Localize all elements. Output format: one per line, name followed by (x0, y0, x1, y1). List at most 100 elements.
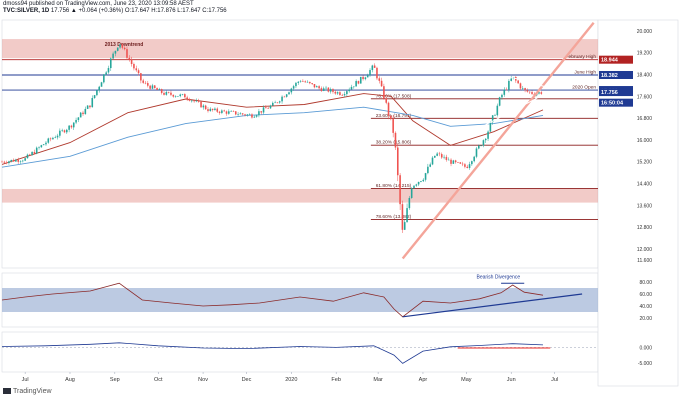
candle-body (380, 80, 383, 87)
candle-body (197, 100, 200, 102)
candle-body (119, 44, 121, 48)
oscillator-tick-label: -5.000 (638, 361, 652, 367)
candle-body (260, 111, 263, 113)
wedge-line-lower (471, 93, 547, 133)
candle-body (332, 89, 334, 92)
candle-body (343, 94, 346, 96)
x-tick-label: Aug (65, 377, 75, 383)
candle-body (98, 86, 101, 91)
candle-body (31, 152, 33, 156)
candle-body (133, 64, 135, 69)
price-tick-label: 13.600 (637, 203, 653, 209)
x-tick-label: Feb (331, 377, 340, 383)
candle-body (482, 140, 485, 146)
candle-body (355, 81, 357, 87)
candle-body (89, 105, 91, 108)
candle-body (19, 161, 22, 162)
price-axis-frame (597, 19, 679, 387)
candle-body (207, 109, 209, 112)
candle-body (276, 102, 279, 104)
candle-body (109, 58, 112, 69)
candle-body (225, 111, 228, 114)
candle-body (272, 102, 274, 106)
candle-body (33, 152, 36, 154)
candle-body (188, 98, 191, 101)
candle-body (214, 108, 216, 111)
candle-body (237, 114, 239, 115)
candle-body (200, 101, 202, 108)
symbol-name[interactable]: TVC:SILVER, 1D (3, 8, 50, 14)
candle-body (427, 166, 429, 174)
candle-body (285, 94, 288, 97)
oscillator-line (1, 342, 544, 364)
price-tick-label: 14.400 (637, 182, 653, 188)
price-tag-bg-1 (599, 70, 633, 79)
candle-body (52, 137, 54, 140)
candle-body (445, 156, 448, 160)
candle-body (147, 83, 149, 86)
candle-body (228, 111, 230, 114)
candle-body (431, 157, 434, 165)
candle-body (72, 122, 75, 128)
candle-body (17, 159, 20, 162)
candle-body (471, 161, 473, 165)
candle-body (202, 105, 205, 108)
candle-body (318, 86, 320, 89)
candle-body (457, 162, 459, 163)
candle-body (325, 87, 327, 89)
candle-body (403, 222, 406, 230)
candle-body (413, 185, 415, 189)
candle-body (438, 153, 441, 155)
candle-body (341, 94, 344, 96)
candle-body (461, 163, 464, 165)
annotation-bearish-divergence: Bearish Divergence (476, 274, 520, 280)
candle-body (508, 80, 510, 90)
candle-body (540, 92, 543, 94)
author-line: dmoss94 published on TradingView.com, Ju… (3, 1, 194, 7)
x-tick-label: Nov (198, 377, 208, 383)
candle-body (505, 89, 508, 91)
candle-body (47, 138, 50, 143)
candle-body (521, 88, 524, 89)
candle-body (151, 85, 154, 89)
candle-body (373, 65, 376, 68)
candle-body (93, 95, 96, 99)
candle-body (434, 155, 436, 158)
x-tick-label: 2020 (285, 377, 297, 383)
candle-body (163, 92, 165, 95)
candle-body (209, 108, 212, 112)
candle-body (28, 154, 31, 156)
tradingview-logo-icon (3, 388, 11, 394)
candle-body (299, 81, 302, 82)
candle-body (306, 81, 309, 83)
candle-body (218, 111, 221, 113)
candle-body (417, 181, 420, 185)
candle-body (184, 94, 186, 98)
candle-body (244, 114, 246, 116)
candle-body (350, 86, 353, 90)
candle-body (45, 142, 47, 145)
candle-body (304, 81, 307, 83)
candle-body (378, 78, 381, 81)
candle-body (315, 86, 318, 88)
candle-body (211, 108, 214, 111)
candle-body (528, 91, 531, 93)
candle-body (75, 119, 77, 123)
oscillator-tick-label: 0.000 (639, 345, 652, 351)
candle-body (440, 154, 443, 158)
candle-body (135, 68, 138, 71)
candle-body (24, 158, 26, 161)
candle-body (3, 161, 6, 163)
price-tick-label: 11.600 (637, 258, 652, 264)
candle-body (66, 129, 68, 133)
x-tick-label: Oct (154, 377, 163, 383)
x-tick-label: May (461, 377, 472, 383)
x-tick-label: Sep (110, 377, 120, 383)
price-tag-bg-4 (599, 98, 633, 107)
candle-body (121, 44, 124, 48)
x-tick-label: Mar (373, 377, 383, 383)
candle-body (503, 89, 506, 95)
candle-body (371, 65, 374, 71)
candle-body (100, 82, 103, 87)
candle-body (274, 102, 276, 104)
